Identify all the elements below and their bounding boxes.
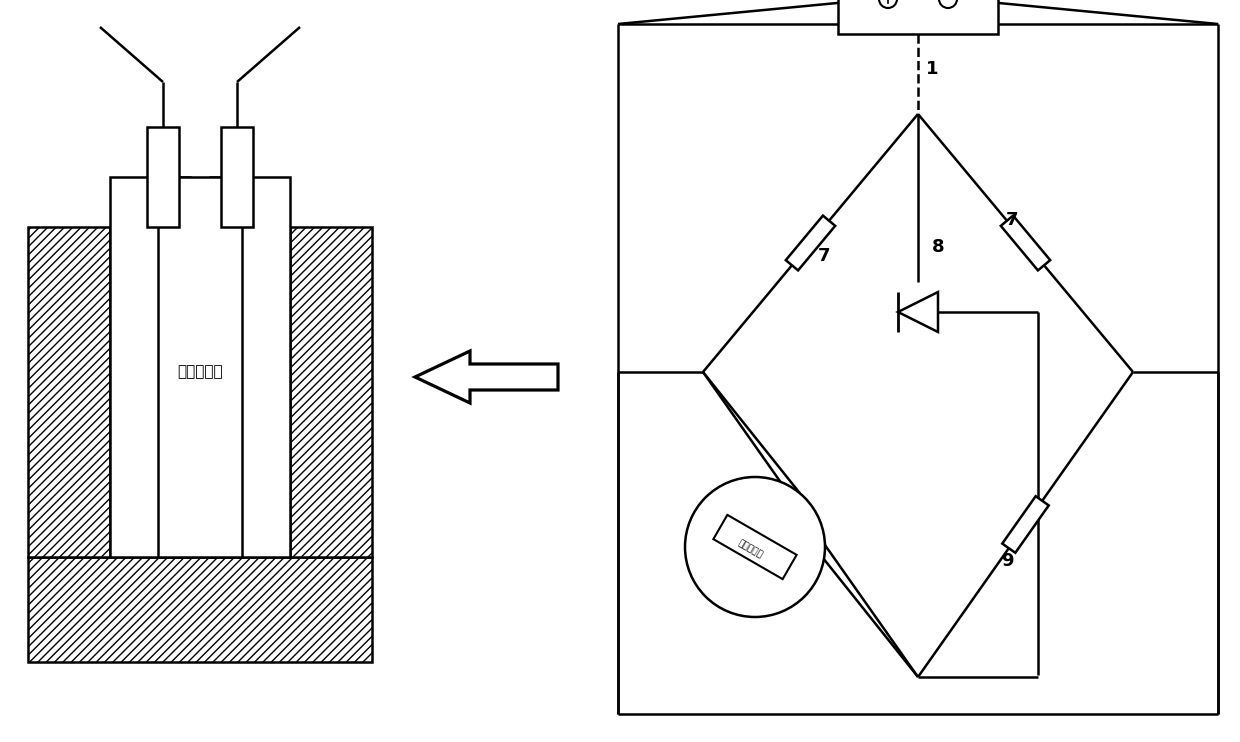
Bar (713, 515, 796, 579)
Circle shape (939, 0, 957, 8)
Polygon shape (415, 351, 558, 403)
Bar (148, 127, 179, 227)
Bar (786, 216, 836, 270)
Text: 8: 8 (931, 238, 945, 256)
Bar (136, 227, 188, 312)
Bar (838, 0, 998, 34)
Bar (1001, 216, 1050, 270)
Text: 9: 9 (1002, 551, 1014, 570)
Bar (290, 227, 372, 557)
Circle shape (879, 0, 897, 8)
Bar (29, 557, 372, 662)
Bar (157, 177, 242, 557)
Text: 混凝土试件: 混凝土试件 (737, 539, 764, 559)
Bar (29, 227, 110, 557)
Bar (221, 127, 253, 227)
Bar (1002, 496, 1049, 553)
Circle shape (684, 477, 825, 617)
Polygon shape (898, 292, 937, 332)
Bar (210, 177, 290, 557)
Bar (110, 177, 190, 557)
Text: 混凝土试件: 混凝土试件 (177, 365, 223, 379)
Bar (211, 227, 263, 312)
Text: 7: 7 (817, 247, 831, 265)
Text: 1: 1 (926, 60, 939, 78)
Text: 7: 7 (1006, 211, 1018, 229)
